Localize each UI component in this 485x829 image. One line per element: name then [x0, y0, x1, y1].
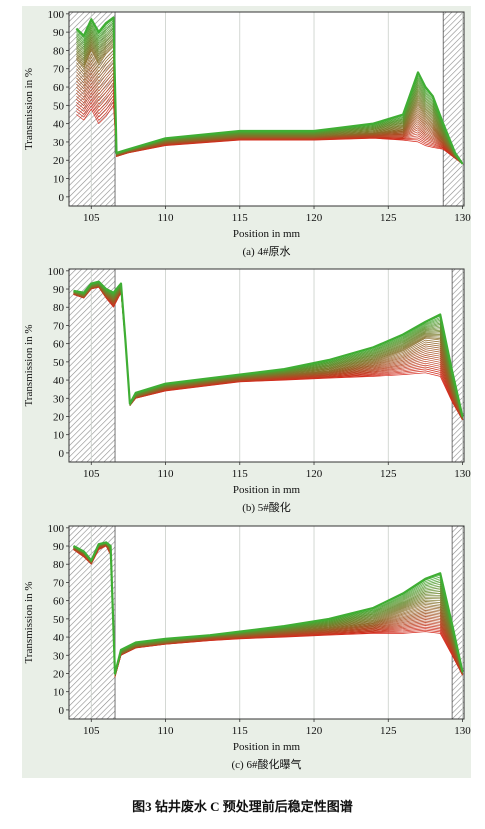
y-tick-label: 40 [53, 632, 65, 644]
figure-caption: 图3 钻井废水 C 预处理前后稳定性图谱 [132, 799, 353, 814]
y-tick-label: 100 [48, 266, 65, 278]
chart-3: 0 10 20 30 40 50 60 70 80 90 100 105 110 115 120 125 130… [23, 523, 471, 771]
figure-panel: 0 10 20 30 40 50 60 70 80 90 100 105 110 115 120 125 130… [22, 6, 471, 778]
y-tick-label: 30 [53, 137, 65, 149]
y-tick-label: 40 [53, 119, 65, 131]
y-tick-label: 70 [53, 577, 65, 589]
x-tick-label: 105 [83, 212, 100, 224]
subfigure-caption: (c) 6#酸化曝气 [232, 757, 302, 771]
scan-lines [75, 16, 464, 165]
x-tick-label: 130 [454, 212, 471, 224]
x-tick-label: 110 [157, 212, 174, 224]
x-axis-title: Position in mm [233, 741, 301, 753]
scan-line [75, 16, 464, 165]
y-tick-label: 20 [53, 155, 65, 167]
y-tick-label: 30 [53, 393, 65, 405]
subfigure-caption: (b) 5#酸化 [242, 500, 291, 514]
y-tick-label: 20 [53, 411, 65, 423]
y-tick-label: 100 [48, 523, 65, 535]
subfigure-caption: (a) 4#原水 [243, 245, 291, 258]
y-tick-label: 60 [53, 596, 65, 608]
x-tick-label: 125 [380, 468, 397, 480]
y-tick-label: 30 [53, 650, 65, 662]
y-tick-label: 20 [53, 668, 65, 680]
y-tick-label: 50 [53, 357, 65, 369]
x-tick-label: 130 [454, 725, 471, 737]
y-tick-label: 90 [53, 541, 65, 553]
y-tick-label: 0 [59, 192, 65, 204]
x-tick-label: 125 [380, 725, 397, 737]
y-axis-title: Transmission in % [23, 68, 35, 150]
x-axis-title: Position in mm [233, 484, 301, 496]
y-tick-label: 0 [59, 705, 65, 717]
y-tick-label: 40 [53, 375, 65, 387]
x-tick-label: 120 [306, 725, 323, 737]
y-tick-label: 50 [53, 614, 65, 626]
masked-region [442, 11, 465, 207]
plot-frame [68, 525, 465, 720]
scan-line [73, 280, 464, 417]
scan-lines [73, 280, 464, 421]
scan-lines [72, 541, 464, 678]
plot-frame [68, 11, 465, 207]
y-axis-title: Transmission in % [23, 324, 35, 406]
scan-line [72, 541, 464, 675]
x-tick-label: 115 [232, 468, 249, 480]
x-tick-label: 115 [232, 725, 249, 737]
x-tick-label: 110 [157, 468, 174, 480]
y-tick-label: 100 [48, 9, 65, 21]
y-tick-label: 80 [53, 45, 65, 57]
plot-area [69, 269, 464, 462]
y-tick-label: 0 [59, 448, 65, 460]
x-tick-label: 125 [380, 212, 397, 224]
y-tick-label: 10 [53, 174, 65, 186]
plot-frame [68, 268, 465, 463]
masked-region [68, 268, 116, 463]
y-tick-label: 60 [53, 339, 65, 351]
y-tick-label: 50 [53, 100, 65, 112]
masked-region [68, 525, 116, 720]
y-tick-label: 80 [53, 559, 65, 571]
x-tick-label: 120 [306, 468, 323, 480]
x-tick-label: 120 [306, 212, 323, 224]
chart-1: 0 10 20 30 40 50 60 70 80 90 100 105 110 115 120 125 130… [23, 9, 471, 258]
y-tick-label: 70 [53, 320, 65, 332]
x-tick-label: 105 [83, 725, 100, 737]
x-tick-label: 110 [157, 725, 174, 737]
plot-area [69, 12, 464, 206]
y-tick-label: 80 [53, 302, 65, 314]
y-tick-label: 10 [53, 430, 65, 442]
x-tick-label: 130 [454, 468, 471, 480]
y-tick-label: 70 [53, 64, 65, 76]
x-tick-label: 115 [232, 212, 249, 224]
x-axis-title: Position in mm [233, 228, 301, 240]
y-tick-label: 90 [53, 27, 65, 39]
x-tick-label: 105 [83, 468, 100, 480]
y-tick-label: 60 [53, 82, 65, 94]
y-axis-title: Transmission in % [23, 581, 35, 663]
chart-2: 0 10 20 30 40 50 60 70 80 90 100 105 110 115 120 125 130… [23, 266, 471, 514]
y-tick-label: 10 [53, 687, 65, 699]
scan-line [76, 46, 463, 165]
y-tick-label: 90 [53, 284, 65, 296]
